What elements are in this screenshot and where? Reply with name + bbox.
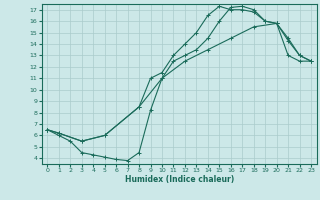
X-axis label: Humidex (Indice chaleur): Humidex (Indice chaleur) xyxy=(124,175,234,184)
